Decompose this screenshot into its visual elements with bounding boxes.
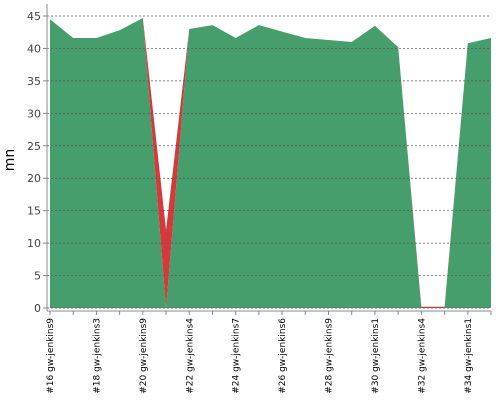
y-tick-label: 20	[27, 172, 41, 185]
x-tick-label: #16 gw-jenkins9	[46, 318, 56, 394]
y-tick-label: 25	[27, 140, 41, 153]
area	[50, 17, 491, 309]
y-tick-label: 40	[27, 42, 41, 55]
x-tick-label: #22 gw-jenkins4	[185, 318, 195, 394]
y-tick-label: 45	[27, 10, 41, 23]
y-tick-label: 5	[34, 270, 41, 283]
y-axis-label: mn	[2, 149, 18, 172]
x-tick-label: #28 gw-jenkins9	[325, 318, 335, 394]
x-tick-label: #20 gw-jenkins9	[139, 318, 149, 394]
x-tick-label: #24 gw-jenkins7	[232, 318, 242, 394]
y-tick-label: 0	[34, 302, 41, 315]
y-tick-label: 35	[27, 75, 41, 88]
x-tick-label: #18 gw-jenkins3	[92, 318, 102, 394]
x-tick-label: #32 gw-jenkins4	[417, 318, 427, 394]
area	[50, 17, 491, 309]
y-tick-label: 15	[27, 205, 41, 218]
y-tick-label: 30	[27, 107, 41, 120]
x-tick-label: #30 gw-jenkins1	[371, 318, 381, 394]
x-tick-label: #34 gw-jenkins1	[464, 318, 474, 394]
y-tick-label: 10	[27, 237, 41, 250]
x-tick-label: #26 gw-jenkins6	[278, 318, 288, 394]
